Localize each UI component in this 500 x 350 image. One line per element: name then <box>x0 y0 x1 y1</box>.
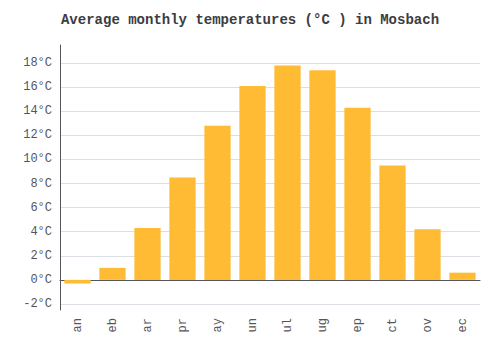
svg-text:10°C: 10°C <box>23 152 52 166</box>
svg-text:16°C: 16°C <box>23 80 52 94</box>
svg-text:2°C: 2°C <box>30 249 52 263</box>
svg-text:6°C: 6°C <box>30 201 52 215</box>
svg-text:8°C: 8°C <box>30 177 52 191</box>
svg-text:ov: ov <box>421 318 435 332</box>
svg-text:4°C: 4°C <box>30 225 52 239</box>
svg-text:ug: ug <box>316 318 330 332</box>
svg-text:ul: ul <box>281 318 295 332</box>
svg-text:18°C: 18°C <box>23 56 52 70</box>
svg-text:-2°C: -2°C <box>23 297 52 311</box>
svg-text:ec: ec <box>456 318 470 332</box>
svg-text:ar: ar <box>141 318 155 332</box>
svg-text:ct: ct <box>386 318 400 332</box>
svg-text:an: an <box>71 318 85 332</box>
svg-text:pr: pr <box>176 318 190 332</box>
svg-text:eb: eb <box>106 318 120 332</box>
svg-text:ay: ay <box>211 318 225 332</box>
svg-text:Average monthly temperatures (: Average monthly temperatures (°C ) in Mo… <box>61 12 439 28</box>
svg-text:0°C: 0°C <box>30 273 52 287</box>
svg-text:14°C: 14°C <box>23 104 52 118</box>
svg-text:ep: ep <box>351 318 365 332</box>
svg-text:12°C: 12°C <box>23 128 52 142</box>
svg-text:un: un <box>246 318 260 332</box>
